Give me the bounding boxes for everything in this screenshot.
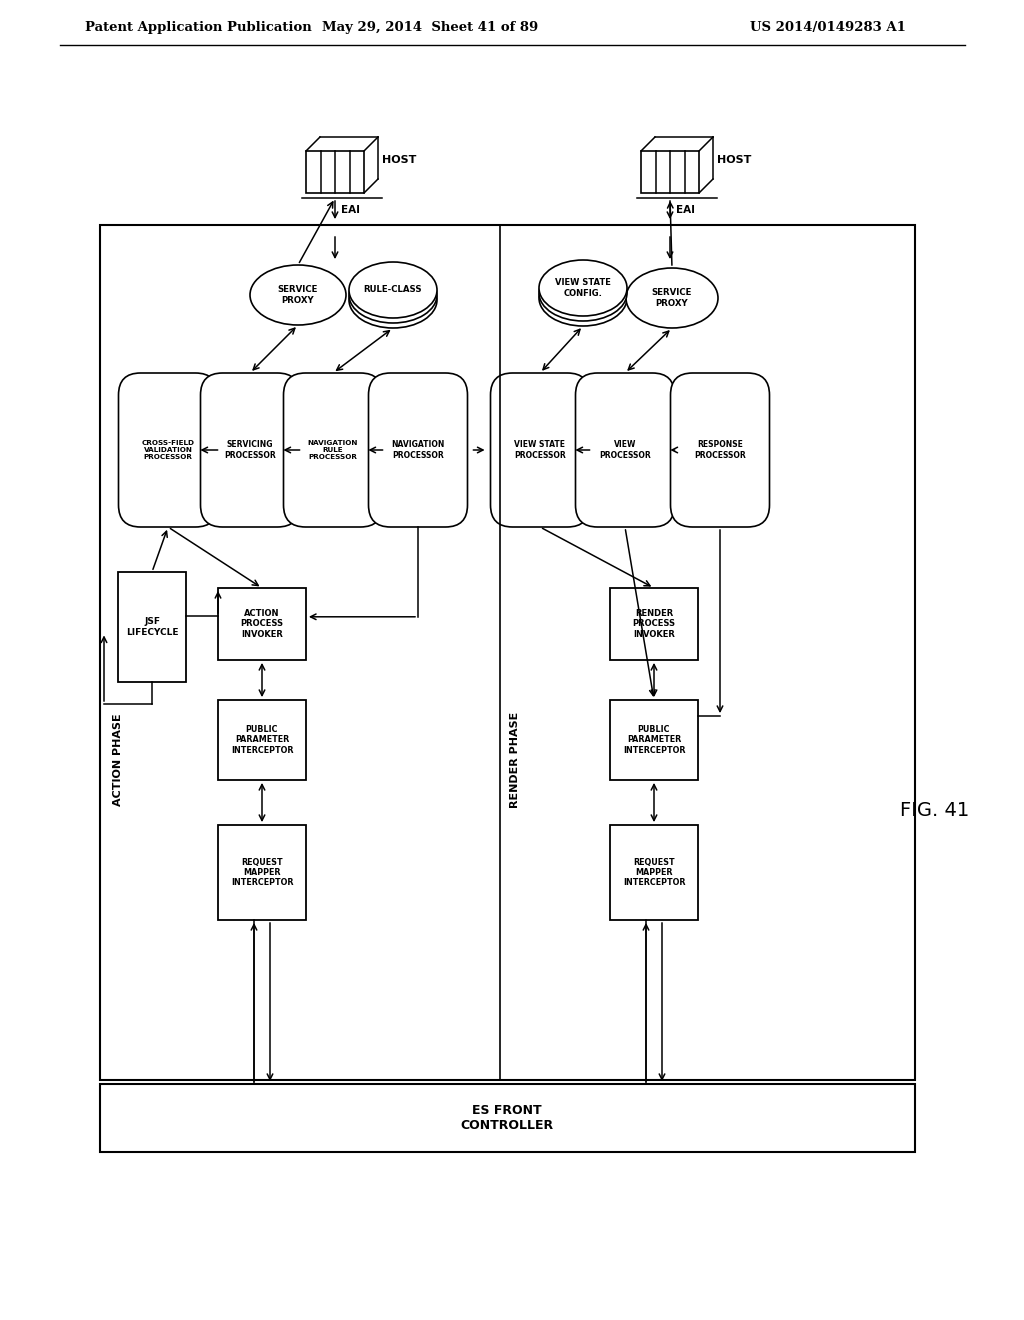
- Text: Patent Application Publication: Patent Application Publication: [85, 21, 311, 33]
- Bar: [306, 150, 364, 193]
- Text: ES FRONT
CONTROLLER: ES FRONT CONTROLLER: [461, 1104, 554, 1133]
- Ellipse shape: [626, 268, 718, 327]
- Text: EAI: EAI: [341, 205, 360, 215]
- Ellipse shape: [349, 261, 437, 318]
- Ellipse shape: [349, 267, 437, 323]
- Bar: [610, 587, 698, 660]
- Text: EAI: EAI: [676, 205, 695, 215]
- Text: PUBLIC
PARAMETER
INTERCEPTOR: PUBLIC PARAMETER INTERCEPTOR: [623, 725, 685, 755]
- Text: VIEW STATE
CONFIG.: VIEW STATE CONFIG.: [555, 279, 611, 298]
- Ellipse shape: [539, 260, 627, 315]
- Bar: [218, 700, 306, 780]
- FancyBboxPatch shape: [284, 374, 383, 527]
- Ellipse shape: [250, 265, 346, 325]
- FancyBboxPatch shape: [490, 374, 590, 527]
- Text: FIG. 41: FIG. 41: [900, 800, 970, 820]
- FancyBboxPatch shape: [201, 374, 299, 527]
- Text: PUBLIC
PARAMETER
INTERCEPTOR: PUBLIC PARAMETER INTERCEPTOR: [230, 725, 293, 755]
- Text: May 29, 2014  Sheet 41 of 89: May 29, 2014 Sheet 41 of 89: [322, 21, 539, 33]
- Text: HOST: HOST: [717, 154, 752, 165]
- Text: REQUEST
MAPPER
INTERCEPTOR: REQUEST MAPPER INTERCEPTOR: [623, 858, 685, 887]
- Text: SERVICE
PROXY: SERVICE PROXY: [278, 285, 318, 305]
- Text: RENDER PHASE: RENDER PHASE: [510, 711, 520, 808]
- Text: US 2014/0149283 A1: US 2014/0149283 A1: [750, 21, 906, 33]
- Text: ACTION
PROCESS
INVOKER: ACTION PROCESS INVOKER: [241, 609, 284, 639]
- Text: CROSS-FIELD
VALIDATION
PROCESSOR: CROSS-FIELD VALIDATION PROCESSOR: [141, 440, 195, 459]
- FancyBboxPatch shape: [369, 374, 468, 527]
- Text: REQUEST
MAPPER
INTERCEPTOR: REQUEST MAPPER INTERCEPTOR: [230, 858, 293, 887]
- Bar: [610, 825, 698, 920]
- Text: RESPONSE
PROCESSOR: RESPONSE PROCESSOR: [694, 441, 745, 459]
- Text: VIEW STATE
PROCESSOR: VIEW STATE PROCESSOR: [514, 441, 566, 459]
- Text: SERVICING
PROCESSOR: SERVICING PROCESSOR: [224, 441, 275, 459]
- Bar: [218, 587, 306, 660]
- Ellipse shape: [349, 272, 437, 327]
- FancyBboxPatch shape: [119, 374, 217, 527]
- Text: VIEW
PROCESSOR: VIEW PROCESSOR: [599, 441, 651, 459]
- Bar: [641, 150, 699, 193]
- Text: JSF
LIFECYCLE: JSF LIFECYCLE: [126, 618, 178, 636]
- Ellipse shape: [539, 265, 627, 321]
- Bar: [100, 224, 915, 1080]
- Text: SERVICE
PROXY: SERVICE PROXY: [652, 288, 692, 308]
- FancyBboxPatch shape: [575, 374, 675, 527]
- Text: RULE-CLASS: RULE-CLASS: [364, 285, 422, 294]
- Text: NAVIGATION
RULE
PROCESSOR: NAVIGATION RULE PROCESSOR: [308, 440, 358, 459]
- Text: HOST: HOST: [382, 154, 417, 165]
- Bar: [610, 700, 698, 780]
- FancyBboxPatch shape: [671, 374, 769, 527]
- Bar: [100, 1084, 915, 1152]
- Ellipse shape: [539, 271, 627, 326]
- Bar: [118, 572, 186, 682]
- Text: RENDER
PROCESS
INVOKER: RENDER PROCESS INVOKER: [633, 609, 676, 639]
- Bar: [218, 825, 306, 920]
- Text: NAVIGATION
PROCESSOR: NAVIGATION PROCESSOR: [391, 441, 444, 459]
- Text: ACTION PHASE: ACTION PHASE: [113, 714, 123, 807]
